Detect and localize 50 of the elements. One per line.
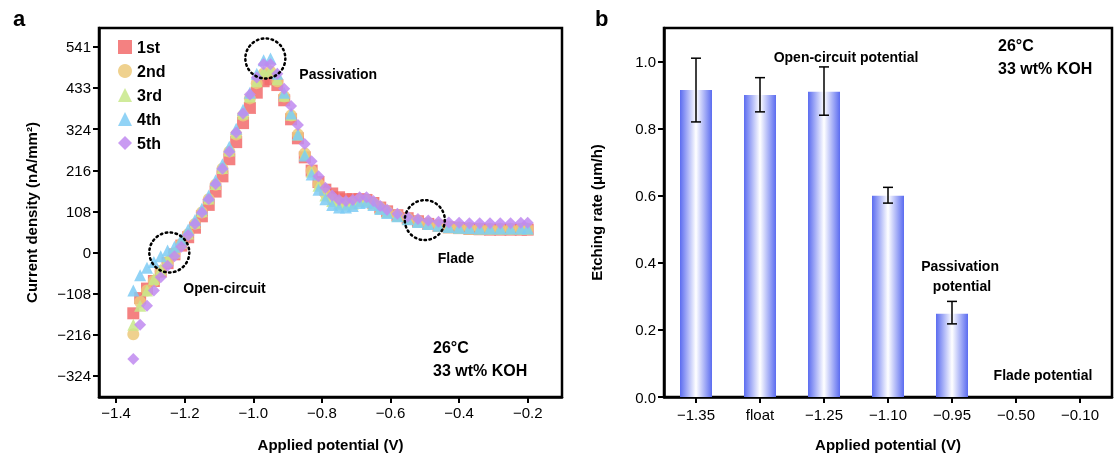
y-tick-label: 0.6 xyxy=(635,187,656,205)
y-tick-label: 324 xyxy=(65,120,91,138)
y-tick-label: −108 xyxy=(57,285,91,303)
annotation: 26°C xyxy=(433,338,470,356)
x-tick-label: −1.4 xyxy=(101,404,131,421)
x-tick-label: float xyxy=(745,406,775,423)
x-tick-label: −1.2 xyxy=(169,404,200,421)
x-axis-title: Applied potential (V) xyxy=(257,436,404,453)
y-tick-label: 0.4 xyxy=(635,254,656,272)
chart-title: a xyxy=(13,5,26,31)
annotation: Flade potential xyxy=(993,367,1093,383)
y-tick-label: 1.0 xyxy=(635,53,656,71)
y-tick-label: 541 xyxy=(65,38,91,56)
x-tick-label: −1.35 xyxy=(677,406,715,423)
x-tick-label: −1.0 xyxy=(238,404,269,421)
x-tick-label: −1.25 xyxy=(805,406,843,423)
legend-label: 2nd xyxy=(137,62,166,80)
chart-title: b xyxy=(595,5,609,31)
x-tick-label: −0.6 xyxy=(375,404,406,421)
legend-label: 5th xyxy=(137,134,161,152)
y-tick-label: 0.8 xyxy=(635,120,656,138)
x-tick-label: −0.10 xyxy=(1061,406,1099,423)
y-axis-title: Current density (nA/mm²) xyxy=(23,122,40,303)
annotation: 26°C xyxy=(998,36,1035,54)
x-tick-label: −0.50 xyxy=(997,406,1035,423)
legend-label: 3rd xyxy=(137,86,162,104)
x-tick-label: −0.95 xyxy=(933,406,971,423)
annotation: Open-circuit xyxy=(183,280,267,297)
y-tick-label: 433 xyxy=(65,79,91,97)
x-tick-label: −0.4 xyxy=(444,404,474,421)
annotation: Flade xyxy=(437,250,475,267)
y-axis-title: Etching rate (μm/h) xyxy=(588,144,605,281)
legend-label: 1st xyxy=(137,38,161,56)
y-tick-label: −216 xyxy=(57,326,91,344)
annotation: 33 wt% KOH xyxy=(433,361,528,379)
x-tick-label: −1.10 xyxy=(869,406,907,423)
x-tick-label: −0.8 xyxy=(307,404,337,421)
y-tick-label: 0.0 xyxy=(635,388,656,406)
y-tick-label: 216 xyxy=(65,161,91,179)
y-tick-label: 0 xyxy=(82,243,91,261)
annotation: 33 wt% KOH xyxy=(998,59,1093,77)
y-tick-label: 108 xyxy=(65,202,91,220)
annotation: Open-circuit potential xyxy=(773,49,919,65)
legend-label: 4th xyxy=(137,110,161,128)
annotation: Passivation xyxy=(299,66,378,83)
y-tick-label: 0.2 xyxy=(635,321,656,339)
x-axis-title: Applied potential (V) xyxy=(815,436,961,453)
x-tick-label: −0.2 xyxy=(512,404,543,421)
annotation: Passivation potential xyxy=(921,258,1003,294)
y-tick-label: −324 xyxy=(57,367,91,385)
